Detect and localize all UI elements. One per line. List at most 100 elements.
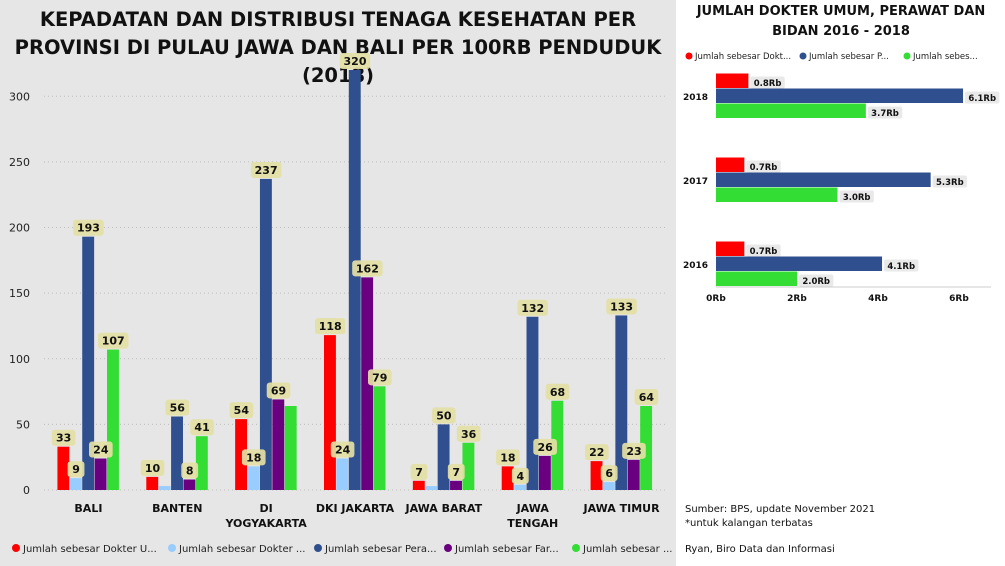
bar[interactable] xyxy=(716,88,964,104)
bar[interactable] xyxy=(107,349,119,490)
data-label: 4 xyxy=(516,470,524,483)
legend-entry[interactable]: Jumlah sebesar Dokt... xyxy=(694,52,791,62)
data-label-bg xyxy=(352,260,383,277)
data-label-bg xyxy=(746,244,781,257)
bar[interactable] xyxy=(716,256,883,272)
category-label: 2016 xyxy=(683,261,708,271)
data-label-bg xyxy=(511,467,529,484)
y-tick-label: 150 xyxy=(9,287,30,300)
bar[interactable] xyxy=(602,482,615,490)
bar[interactable] xyxy=(716,241,745,257)
bar[interactable] xyxy=(82,236,95,490)
legend-entry[interactable]: Jumlah sebesar Far... xyxy=(454,544,559,555)
bar[interactable] xyxy=(538,455,551,490)
bar[interactable] xyxy=(146,476,159,490)
data-label-bg xyxy=(965,91,1000,104)
data-label: 132 xyxy=(521,302,544,315)
data-label: 68 xyxy=(550,386,565,399)
bar[interactable] xyxy=(336,458,349,491)
data-label-bg xyxy=(867,106,903,119)
y-tick-label: 200 xyxy=(9,222,30,235)
data-label: 36 xyxy=(461,428,477,441)
bar[interactable] xyxy=(716,271,797,287)
data-label-bg xyxy=(241,449,266,466)
data-label: 79 xyxy=(372,371,387,384)
data-label-bg xyxy=(314,318,346,335)
bar[interactable] xyxy=(412,480,425,490)
bar[interactable] xyxy=(361,277,374,490)
category-label: JAWA BARAT xyxy=(405,502,483,515)
bar[interactable] xyxy=(94,458,107,491)
data-label: 18 xyxy=(246,451,261,464)
data-label: 26 xyxy=(537,441,553,454)
data-label-bg xyxy=(606,298,637,315)
legend-entry[interactable]: Jumlah sebesar Dokter U... xyxy=(22,544,157,555)
data-label-bg xyxy=(932,175,967,188)
data-label-bg xyxy=(622,442,646,459)
data-label: 320 xyxy=(344,55,367,68)
legend-marker xyxy=(12,544,20,552)
data-label-bg xyxy=(266,382,291,399)
bar[interactable] xyxy=(551,400,564,490)
bar[interactable] xyxy=(171,416,183,491)
bar[interactable] xyxy=(69,478,82,490)
data-label-bg xyxy=(367,369,392,386)
legend-marker xyxy=(572,544,580,552)
bar[interactable] xyxy=(514,484,527,490)
bar[interactable] xyxy=(348,70,361,490)
bar[interactable] xyxy=(247,466,260,490)
bar[interactable] xyxy=(462,442,475,490)
bar[interactable] xyxy=(158,486,171,490)
data-label: 0.7Rb xyxy=(750,247,778,257)
bar[interactable] xyxy=(57,446,70,490)
legend-entry[interactable]: Jumlah sebesar Dokter ... xyxy=(178,544,305,555)
data-label: 7 xyxy=(452,466,460,479)
data-label-bg xyxy=(799,274,834,287)
data-label: 193 xyxy=(77,222,100,235)
legend-marker xyxy=(314,544,322,552)
data-label: 3.0Rb xyxy=(843,193,871,203)
bar[interactable] xyxy=(640,406,653,490)
bar[interactable] xyxy=(615,315,628,490)
category-label: JAWA xyxy=(516,502,550,515)
data-label: 107 xyxy=(102,335,125,348)
data-label: 69 xyxy=(271,384,286,397)
bar[interactable] xyxy=(259,178,272,490)
bar[interactable] xyxy=(590,461,603,490)
data-label: 118 xyxy=(319,320,342,333)
author-note: Ryan, Biro Data dan Informasi xyxy=(685,544,835,555)
bar[interactable] xyxy=(627,459,640,490)
data-label-bg xyxy=(634,389,659,405)
bar[interactable] xyxy=(437,424,450,490)
x-tick-label: 2Rb xyxy=(787,294,807,304)
bar[interactable] xyxy=(501,466,514,490)
bar[interactable] xyxy=(195,436,208,490)
data-label-bg xyxy=(181,462,199,479)
data-label-bg xyxy=(165,399,190,416)
bar[interactable] xyxy=(272,399,285,490)
data-label: 133 xyxy=(610,300,633,313)
bar[interactable] xyxy=(716,157,745,173)
bar[interactable] xyxy=(324,335,336,490)
category-label: TENGAH xyxy=(507,517,558,530)
data-label-bg xyxy=(73,219,104,236)
bar[interactable] xyxy=(716,103,866,119)
legend-entry[interactable]: Jumlah sebes... xyxy=(912,52,978,62)
bar[interactable] xyxy=(716,187,838,203)
bar[interactable] xyxy=(425,486,438,490)
legend-entry[interactable]: Jumlah sebesar P... xyxy=(808,52,889,62)
bar[interactable] xyxy=(450,480,462,490)
bar[interactable] xyxy=(284,406,297,490)
category-label: BALI xyxy=(74,502,102,515)
y-tick-label: 100 xyxy=(9,353,30,366)
bar[interactable] xyxy=(716,172,931,188)
legend-entry[interactable]: Jumlah sebesar Pera... xyxy=(324,544,437,555)
legend-marker xyxy=(903,52,911,60)
bar[interactable] xyxy=(235,419,248,490)
bar[interactable] xyxy=(183,479,196,491)
legend-entry[interactable]: Jumlah sebesar ... xyxy=(582,544,672,555)
bar[interactable] xyxy=(373,386,386,490)
bar[interactable] xyxy=(526,316,539,490)
legend-marker xyxy=(168,544,176,552)
bar[interactable] xyxy=(716,73,749,89)
